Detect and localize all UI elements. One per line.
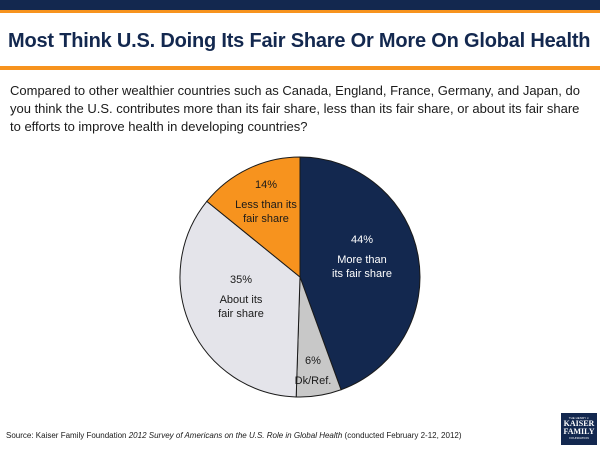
source-prefix: Source: Kaiser Family Foundation (6, 431, 129, 440)
source-note: Source: Kaiser Family Foundation 2012 Su… (6, 431, 462, 440)
pie-label-more: 44% More than its fair share (332, 234, 392, 280)
kff-logo: THE HENRY J. KAISER FAMILY FOUNDATION (561, 413, 597, 445)
logo-line2b: FAMILY (563, 427, 595, 436)
pie-slice-less (206, 156, 301, 279)
slide-title: Most Think U.S. Doing Its Fair Share Or … (8, 30, 591, 52)
pie-label-less: 14% Less than its fair share (235, 179, 297, 225)
top-band (0, 0, 600, 10)
pie-slice-more (299, 156, 421, 391)
pie-label-about: 35% About its fair share (218, 274, 264, 320)
source-survey-name: 2012 Survey of Americans on the U.S. Rol… (128, 431, 343, 440)
logo-line1: THE HENRY J. (568, 416, 590, 420)
pie-label-dk: 6% Dk/Ref. (295, 355, 332, 387)
survey-question: Compared to other wealthier countries su… (10, 83, 580, 134)
title-rule (0, 66, 600, 70)
pie-slice-about (179, 200, 301, 398)
logo-line2a: KAISER (563, 419, 595, 428)
top-accent-stripe (0, 10, 600, 13)
logo-line3: FOUNDATION (569, 436, 589, 440)
source-suffix: (conducted February 2-12, 2012) (342, 431, 462, 440)
